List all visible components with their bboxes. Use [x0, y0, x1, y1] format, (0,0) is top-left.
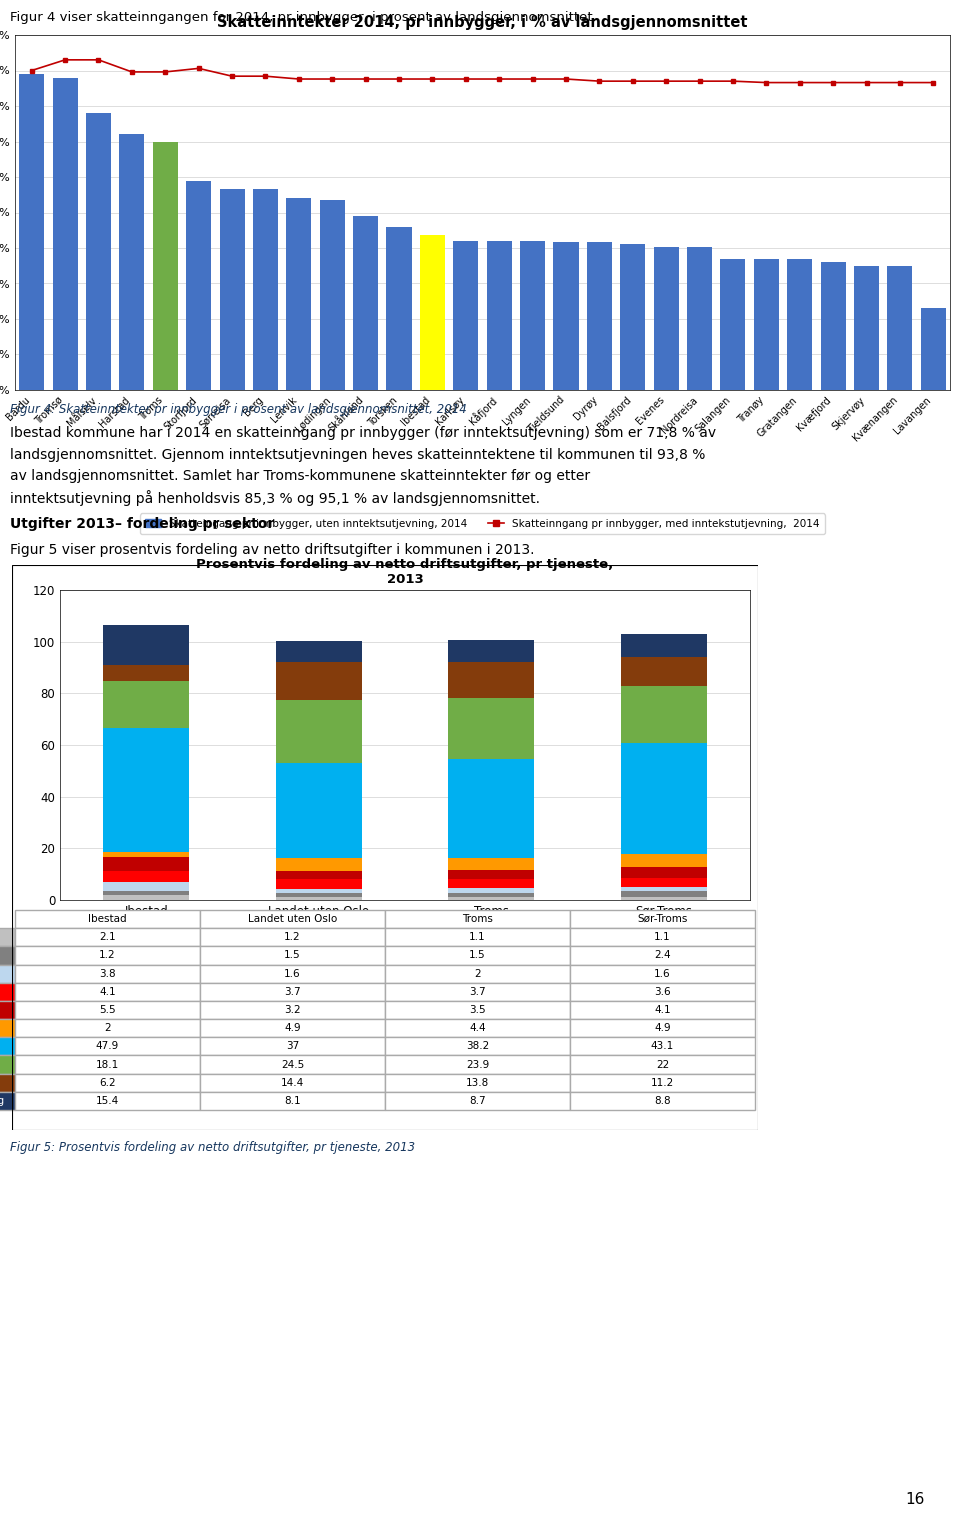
Bar	[787, 259, 812, 745]
Bar	[103, 665, 189, 681]
Bar	[448, 889, 535, 893]
Bar	[921, 309, 946, 745]
Text: Figur 5 viser prosentvis fordeling av netto driftsutgifter i kommunen i 2013.: Figur 5 viser prosentvis fordeling av ne…	[10, 544, 535, 557]
Bar	[448, 869, 535, 878]
Bar	[276, 858, 362, 871]
Bar	[53, 77, 78, 745]
Bar	[448, 698, 535, 760]
Bar	[420, 235, 444, 745]
Bar	[754, 259, 779, 745]
Title: Skatteinntekter 2014, pr innbygger, i % av landsgjennomsnittet: Skatteinntekter 2014, pr innbygger, i % …	[217, 15, 748, 30]
Bar	[103, 681, 189, 728]
Bar	[103, 892, 189, 895]
Bar	[620, 854, 707, 868]
Bar	[276, 896, 362, 899]
Bar	[276, 662, 362, 699]
Bar	[821, 262, 846, 745]
Bar	[103, 871, 189, 881]
Bar	[276, 763, 362, 858]
Bar	[186, 180, 211, 745]
Bar	[353, 217, 378, 745]
Bar	[654, 247, 679, 745]
Bar	[448, 898, 535, 899]
Bar	[520, 241, 545, 745]
Bar	[854, 266, 879, 745]
Text: Figur 4: Skatteinntekter pr innbygger i prosent av landsgjennomsnittet, 2014: Figur 4: Skatteinntekter pr innbygger i …	[10, 403, 467, 415]
Bar	[103, 895, 189, 899]
Legend: Skatteingang pr innbygger, uten inntektsutjevning, 2014, Skatteinngang pr innbyg: Skatteingang pr innbygger, uten inntekts…	[140, 513, 825, 534]
Bar	[276, 880, 362, 889]
Bar	[720, 259, 746, 745]
Bar	[276, 642, 362, 662]
Bar	[103, 728, 189, 852]
Bar	[103, 852, 189, 857]
Bar	[487, 241, 512, 745]
Bar	[587, 242, 612, 745]
Bar	[276, 889, 362, 893]
Text: Figur 4 viser skatteinngangen for 2014, pr innbygger, i prosent av landsgjennoms: Figur 4 viser skatteinngangen for 2014, …	[10, 11, 597, 24]
Bar	[276, 893, 362, 896]
Bar	[453, 241, 478, 745]
Bar	[320, 200, 345, 745]
Bar	[620, 634, 707, 657]
Bar	[448, 760, 535, 858]
Bar	[387, 227, 412, 745]
Bar	[448, 639, 535, 662]
Bar	[19, 74, 44, 745]
Bar	[620, 743, 707, 854]
Bar	[448, 893, 535, 898]
Bar	[448, 878, 535, 889]
Bar	[448, 662, 535, 698]
Bar	[620, 887, 707, 890]
Bar	[103, 625, 189, 665]
Bar	[286, 198, 311, 745]
Bar	[620, 657, 707, 686]
Bar	[620, 890, 707, 898]
Bar	[554, 242, 579, 745]
Bar	[86, 114, 111, 745]
Bar	[252, 189, 278, 745]
Bar	[153, 141, 178, 745]
Text: Utgifter 2013– fordeling pr sektor: Utgifter 2013– fordeling pr sektor	[10, 516, 275, 531]
Bar	[448, 858, 535, 869]
Title: Prosentvis fordeling av netto driftsutgifter, pr tjeneste,
2013: Prosentvis fordeling av netto driftsutgi…	[197, 559, 613, 586]
Text: Ibestad kommune har i 2014 en skatteinngang pr innbygger (før inntektsutjevning): Ibestad kommune har i 2014 en skatteinng…	[10, 427, 716, 441]
Bar	[620, 686, 707, 743]
Bar	[103, 857, 189, 871]
Bar	[620, 244, 645, 745]
Bar	[103, 881, 189, 892]
Text: Figur 5: Prosentvis fordeling av netto driftsutgifter, pr tjeneste, 2013: Figur 5: Prosentvis fordeling av netto d…	[10, 1140, 415, 1154]
Bar	[620, 868, 707, 878]
Text: av landsgjennomsnittet. Samlet har Troms-kommunene skatteinntekter før og etter: av landsgjennomsnittet. Samlet har Troms…	[10, 469, 590, 483]
Bar	[276, 699, 362, 763]
Bar	[687, 247, 712, 745]
Bar	[620, 898, 707, 899]
Bar	[119, 135, 144, 745]
Bar	[887, 266, 912, 745]
Bar	[620, 878, 707, 887]
Text: 16: 16	[905, 1491, 924, 1506]
Bar	[220, 189, 245, 745]
Bar	[276, 871, 362, 880]
Text: inntektsutjevning på henholdsvis 85,3 % og 95,1 % av landsgjennomsnittet.: inntektsutjevning på henholdsvis 85,3 % …	[10, 491, 540, 506]
Text: landsgjennomsnittet. Gjennom inntektsutjevningen heves skatteinntektene til komm: landsgjennomsnittet. Gjennom inntektsutj…	[10, 448, 706, 462]
